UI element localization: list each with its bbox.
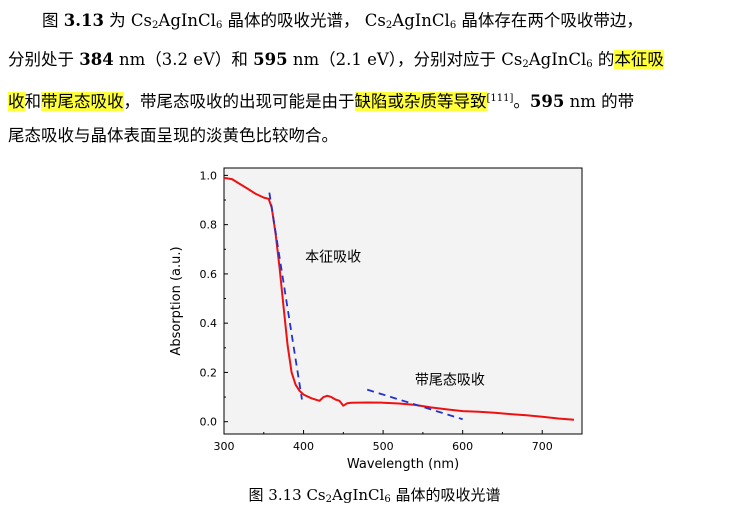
subscript: 6	[384, 494, 391, 505]
text-run: AgInCl	[158, 11, 216, 30]
x-tick-label: 300	[214, 440, 235, 453]
text-run: 和	[24, 92, 42, 111]
chart-svg: 300 400 500 600 700 0.0 0.2 0.4 0.6 0.8 1.0 Wavelen…	[162, 163, 592, 475]
y-tick-label: 0.0	[200, 416, 218, 429]
subscript: 2	[325, 494, 333, 505]
paragraph-line-1: 图 3.13 为 Cs2AgInCl6 晶体的吸收光谱， Cs2AgInCl6 …	[8, 4, 745, 43]
text-run: AgInCl	[392, 11, 450, 30]
annotation-label: 带尾态吸收	[415, 373, 485, 389]
subscript: 2	[152, 20, 159, 31]
citation-ref: [111]	[486, 93, 514, 104]
number: 595	[253, 50, 288, 69]
text-run: nm（3.2 eV）和	[113, 50, 254, 69]
y-tick-label: 0.4	[200, 317, 218, 330]
x-tick-label: 600	[452, 440, 473, 453]
subscript: 6	[586, 59, 593, 70]
text-run: ，带尾态吸收的出现可能是由于	[123, 92, 355, 111]
text-run: 晶体的吸收光谱， Cs	[222, 11, 386, 30]
subscript: 6	[449, 20, 457, 31]
fit-line	[366, 388, 463, 421]
y-tick-label: 0.2	[200, 366, 218, 379]
annotation-label: 本征吸收	[305, 250, 361, 266]
text-run: 晶体的吸收光谱	[390, 486, 501, 504]
x-tick-label: 700	[532, 440, 553, 453]
text-run: 。	[513, 92, 530, 111]
subscript: 2	[385, 20, 393, 31]
highlighted-text: 带尾态吸收	[41, 92, 124, 111]
figure-number: 3.13	[63, 11, 104, 30]
text-run: AgInCl	[332, 486, 385, 504]
fit-line	[268, 192, 303, 400]
text-run: 分别处于	[8, 50, 80, 69]
number: 595	[529, 92, 565, 111]
absorption-chart: 300 400 500 600 700 0.0 0.2 0.4 0.6 0.8 1.0 Wavelen…	[162, 163, 592, 475]
x-axis-label: Wavelength (nm)	[347, 457, 459, 472]
x-tick-label: 400	[293, 440, 314, 453]
text-run: 图	[42, 11, 64, 30]
text-run: AgInCl	[528, 50, 587, 69]
paragraph-line-2: 分别处于 384 nm（3.2 eV）和 595 nm（2.1 eV），分别对应…	[8, 43, 745, 82]
highlighted-text: 收	[8, 92, 25, 111]
y-tick-label: 0.6	[200, 268, 218, 281]
paragraph-line-3: 收和带尾态吸收，带尾态吸收的出现可能是由于缺陷或杂质等导致[111]。595 n…	[8, 82, 745, 119]
x-tick-label: 500	[373, 440, 394, 453]
text-run: 的	[592, 50, 615, 69]
absorption-curve	[223, 176, 575, 421]
text-run: nm 的带	[564, 92, 635, 111]
y-tick-label: 0.8	[200, 219, 218, 232]
highlighted-text: 本征吸	[614, 50, 664, 69]
subscript: 6	[215, 20, 223, 31]
text-run: 图 3.13 Cs	[248, 486, 326, 504]
plot-area	[223, 167, 583, 435]
number: 384	[79, 50, 114, 69]
y-axis-label: Absorption (a.u.)	[169, 246, 184, 355]
highlighted-text: 缺陷或杂质等导致	[354, 92, 487, 111]
paragraph-line-4: 尾态吸收与晶体表面呈现的淡黄色比较吻合。	[8, 126, 338, 145]
figure-caption: 图 3.13 Cs2AgInCl6 晶体的吸收光谱	[0, 484, 749, 505]
text-run: 为 Cs	[103, 11, 153, 30]
body-paragraph: 图 3.13 为 Cs2AgInCl6 晶体的吸收光谱， Cs2AgInCl6 …	[8, 0, 745, 153]
y-tick-label: 1.0	[200, 169, 218, 182]
text-run: 晶体存在两个吸收带边，	[456, 11, 643, 30]
text-run: nm（2.1 eV），分别对应于 Cs	[287, 50, 523, 69]
subscript: 2	[522, 59, 529, 70]
